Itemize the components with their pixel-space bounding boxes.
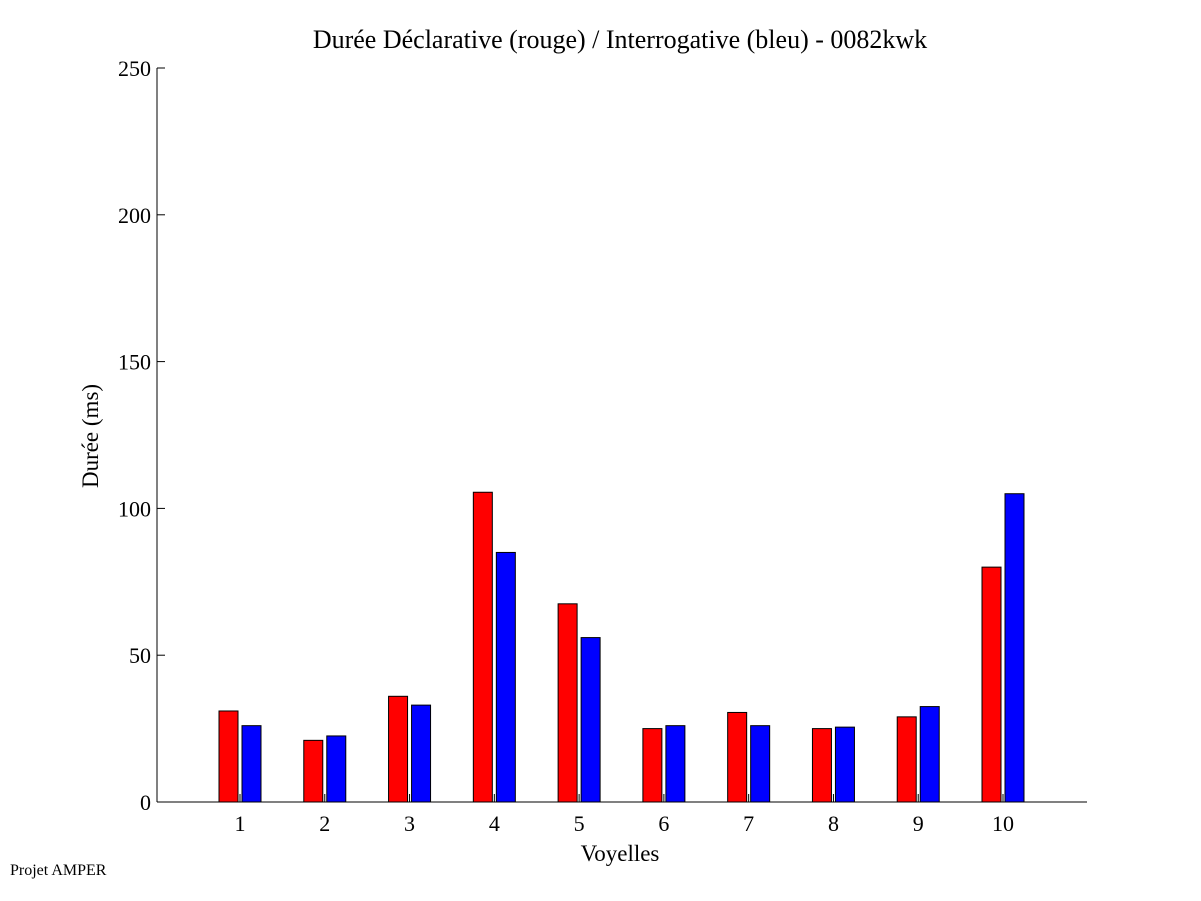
bar-red-5 [558,604,577,802]
bar-red-2 [304,740,323,802]
bar-blue-5 [581,638,600,802]
y-tick-label: 250 [118,56,151,81]
bar-red-9 [897,717,916,802]
bar-blue-4 [496,552,515,802]
bar-red-6 [643,729,662,802]
plot-area: 0 50 100 150 200 250 1 2 3 4 5 6 7 8 9 10 [118,56,1087,836]
bar-red-4 [473,492,492,802]
bar-blue-2 [327,736,346,802]
bar-red-3 [389,696,408,802]
y-tick-label: 0 [140,790,151,815]
bar-red-10 [982,567,1001,802]
footer-credit: Projet AMPER [10,862,106,880]
y-tick-label: 100 [118,496,151,521]
bar-red-7 [728,712,747,802]
y-axis-label: Durée (ms) [78,384,103,488]
bar-blue-3 [412,705,431,802]
bar-blue-1 [242,726,261,802]
bar-blue-9 [920,707,939,802]
x-tick-label: 2 [319,811,330,836]
chart-title: Durée Déclarative (rouge) / Interrogativ… [313,25,927,54]
bar-blue-6 [666,726,685,802]
bar-blue-7 [751,726,770,802]
bar-red-8 [812,729,831,802]
y-tick-label: 150 [118,350,151,375]
x-tick-label: 1 [235,811,246,836]
bar-blue-10 [1005,494,1024,802]
x-tick-label: 6 [658,811,669,836]
x-tick-label: 10 [992,811,1014,836]
y-tick-label: 50 [129,643,151,668]
x-tick-label: 4 [489,811,500,836]
y-tick-label: 200 [118,203,151,228]
bar-blue-8 [835,727,854,802]
x-tick-label: 5 [574,811,585,836]
x-axis-label: Voyelles [581,841,660,866]
x-tick-label: 9 [913,811,924,836]
bar-red-1 [219,711,238,802]
x-tick-label: 3 [404,811,415,836]
x-tick-label: 7 [743,811,754,836]
x-tick-label: 8 [828,811,839,836]
